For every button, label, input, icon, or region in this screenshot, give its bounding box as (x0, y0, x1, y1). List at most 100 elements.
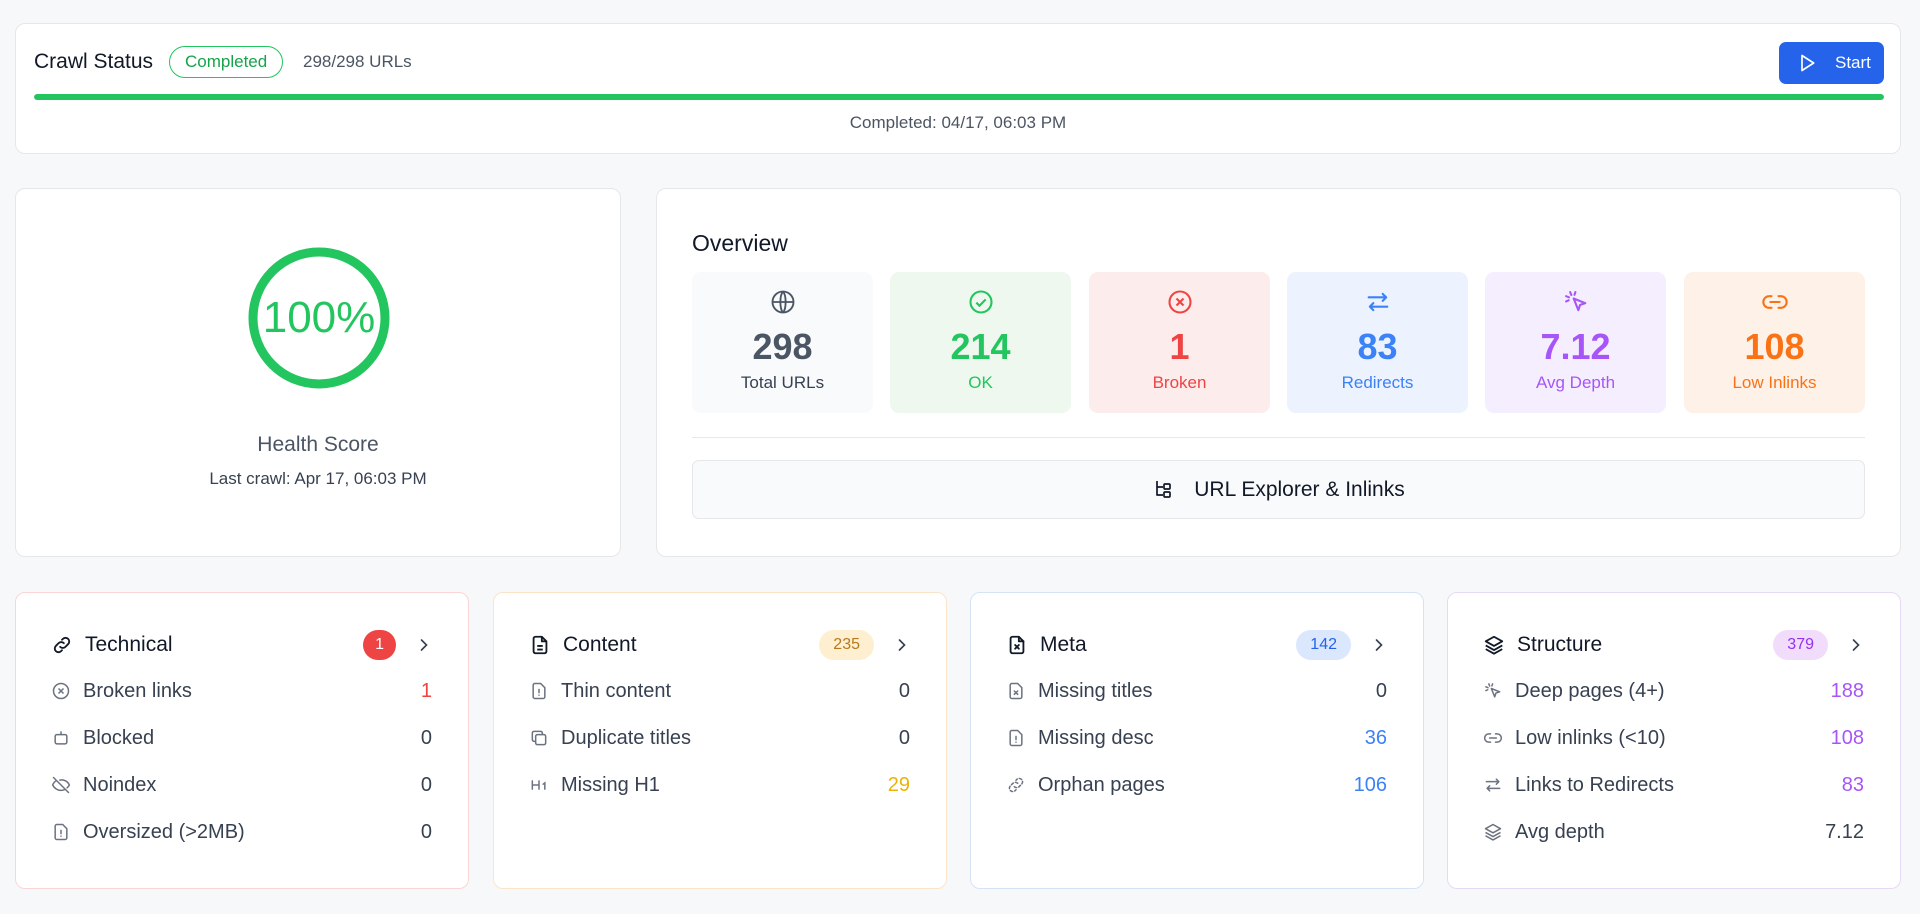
row-value: 0 (420, 773, 432, 796)
list-item[interactable]: Missing titles 0 (1006, 676, 1387, 706)
list-item[interactable]: Thin content 0 (529, 676, 910, 706)
list-item[interactable]: Low inlinks (<10) 108 (1483, 723, 1864, 753)
row-value: 0 (898, 679, 910, 702)
structure-card[interactable]: Structure 379 Deep pages (4+) 188 Low in… (1447, 592, 1901, 889)
list-item[interactable]: Blocked 0 (51, 723, 432, 753)
play-icon (1797, 53, 1817, 73)
chevron-right-icon[interactable] (1369, 635, 1389, 655)
health-score-gauge: 100% (246, 245, 392, 391)
chevron-right-icon[interactable] (1846, 635, 1866, 655)
chevron-right-icon[interactable] (892, 635, 912, 655)
overview-divider (692, 437, 1865, 438)
overview-title: Overview (692, 230, 788, 256)
stat-label: Avg Depth (1535, 373, 1616, 392)
issue-count-badge: 1 (363, 630, 396, 660)
row-value: 0 (420, 820, 432, 843)
overview-card: Overview 298 Total URLs 214 OK 1 Broken … (656, 188, 1901, 557)
stat-value: 7.12 (1540, 326, 1611, 367)
list-item[interactable]: Orphan pages 106 (1006, 770, 1387, 800)
stat-label: OK (968, 373, 993, 392)
crawl-progress-bar (34, 94, 1884, 100)
list-item[interactable]: Avg depth 7.12 (1483, 817, 1864, 847)
stat-broken[interactable]: 1 Broken (1089, 272, 1270, 413)
list-item[interactable]: Links to Redirects 83 (1483, 770, 1864, 800)
row-value: 83 (1841, 773, 1864, 796)
stat-low-inlinks[interactable]: 108 Low Inlinks (1684, 272, 1865, 413)
meta-card-header[interactable]: Meta 142 (1006, 629, 1389, 661)
row-label: Duplicate titles (561, 726, 692, 749)
card-title: Content (563, 633, 637, 656)
stat-value: 83 (1357, 326, 1398, 367)
stat-value: 214 (950, 326, 1011, 367)
copy-icon (529, 728, 549, 748)
stat-label: Redirects (1341, 373, 1414, 392)
row-label: Low inlinks (<10) (1515, 726, 1666, 749)
row-value: 0 (1375, 679, 1387, 702)
row-value: 188 (1830, 679, 1864, 702)
technical-card-header[interactable]: Technical 1 (51, 629, 434, 661)
file-x-icon (1006, 681, 1026, 701)
health-score-label: Health Score (257, 433, 379, 456)
list-item[interactable]: Broken links 1 (51, 676, 432, 706)
content-card-header[interactable]: Content 235 (529, 629, 912, 661)
url-explorer-button[interactable]: URL Explorer & Inlinks (692, 460, 1865, 519)
health-score-value: 100% (262, 293, 376, 342)
structure-card-header[interactable]: Structure 379 (1483, 629, 1866, 661)
h1-icon (529, 775, 549, 795)
stat-total-urls[interactable]: 298 Total URLs (692, 272, 873, 413)
list-item[interactable]: Duplicate titles 0 (529, 723, 910, 753)
chevron-right-icon[interactable] (414, 635, 434, 655)
layers-icon (1483, 634, 1505, 656)
globe-icon (692, 288, 873, 316)
check-circle-icon (890, 288, 1071, 316)
link-icon (51, 634, 73, 656)
eye-off-icon (51, 775, 71, 795)
stat-label: Broken (1152, 373, 1207, 392)
status-badge: Completed (169, 46, 284, 78)
row-label: Broken links (83, 679, 192, 702)
row-value: 36 (1364, 726, 1387, 749)
row-value: 7.12 (1825, 820, 1864, 843)
x-circle-icon (51, 681, 71, 701)
list-item[interactable]: Missing desc 36 (1006, 723, 1387, 753)
start-button[interactable]: Start (1779, 42, 1884, 84)
stat-value: 1 (1169, 326, 1190, 367)
row-label: Orphan pages (1038, 773, 1165, 796)
crawl-status-title: Crawl Status (34, 50, 154, 73)
stat-value: 298 (752, 326, 813, 367)
file-alert-icon (51, 822, 71, 842)
row-label: Deep pages (4+) (1515, 679, 1665, 702)
file-alert-icon (1006, 728, 1026, 748)
layers-icon (1483, 822, 1503, 842)
arrows-exchange-icon (1287, 288, 1468, 316)
row-label: Noindex (83, 773, 157, 796)
stat-label: Total URLs (740, 373, 825, 392)
list-item[interactable]: Oversized (>2MB) 0 (51, 817, 432, 847)
row-label: Links to Redirects (1515, 773, 1674, 796)
list-item[interactable]: Deep pages (4+) 188 (1483, 676, 1864, 706)
url-count: 298/298 URLs (303, 52, 412, 71)
row-label: Missing desc (1038, 726, 1154, 749)
content-card[interactable]: Content 235 Thin content 0 Duplicate tit… (493, 592, 947, 889)
row-value: 106 (1353, 773, 1387, 796)
stat-redirects[interactable]: 83 Redirects (1287, 272, 1468, 413)
issue-count-badge: 235 (819, 630, 874, 660)
stat-avg-depth[interactable]: 7.12 Avg Depth (1485, 272, 1666, 413)
meta-card[interactable]: Meta 142 Missing titles 0 Missing desc 3… (970, 592, 1424, 889)
list-item[interactable]: Missing H1 29 (529, 770, 910, 800)
card-title: Technical (85, 633, 173, 656)
stat-ok[interactable]: 214 OK (890, 272, 1071, 413)
robot-icon (51, 728, 71, 748)
last-crawl-text: Last crawl: Apr 17, 06:03 PM (209, 469, 427, 488)
list-item[interactable]: Noindex 0 (51, 770, 432, 800)
crawl-status-card: Crawl Status Completed 298/298 URLs Star… (15, 23, 1901, 154)
pointer-click-icon (1483, 681, 1503, 701)
file-alert-icon (529, 681, 549, 701)
row-label: Missing titles (1038, 679, 1153, 702)
file-x-icon (1006, 634, 1028, 656)
card-title: Meta (1040, 633, 1087, 656)
broken-link-icon (1006, 775, 1026, 795)
technical-card[interactable]: Technical 1 Broken links 1 Blocked 0 Noi… (15, 592, 469, 889)
url-explorer-label: URL Explorer & Inlinks (1194, 477, 1405, 501)
stat-label: Low Inlinks (1732, 373, 1817, 392)
